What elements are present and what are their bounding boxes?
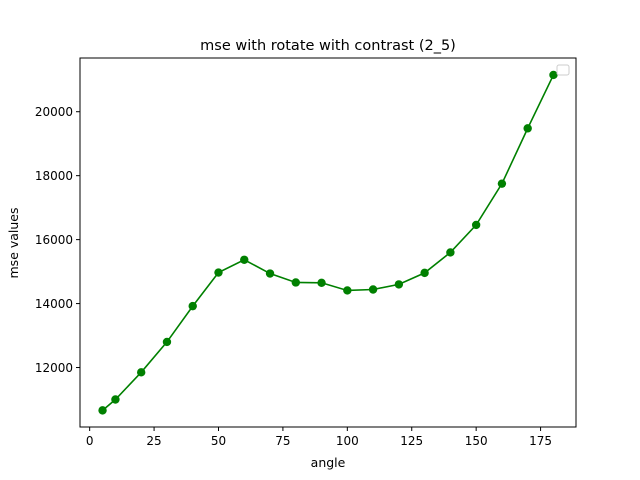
plot-layer	[98, 70, 558, 415]
x-tick-label: 150	[465, 434, 488, 448]
data-point	[98, 406, 107, 415]
data-point	[111, 395, 120, 404]
plot-frame	[79, 57, 577, 428]
data-point	[240, 255, 249, 264]
data-point	[497, 179, 507, 188]
data-point	[394, 280, 404, 289]
chart-title: mse with rotate with contrast (2_5)	[200, 38, 456, 54]
data-point	[343, 286, 352, 295]
y-tick-label: 18000	[35, 169, 73, 183]
data-point	[317, 278, 326, 287]
data-point	[446, 248, 455, 257]
data-point	[471, 220, 481, 230]
legend-box	[556, 64, 570, 76]
data-point	[188, 301, 197, 311]
data-point	[368, 285, 378, 294]
x-tick-label: 0	[86, 434, 94, 448]
x-tick-label: 75	[275, 434, 290, 448]
x-tick-label: 50	[211, 434, 226, 448]
y-axis-label: mse values	[6, 207, 21, 278]
data-point	[291, 278, 300, 287]
y-tick-label: 20000	[35, 105, 73, 119]
data-point	[549, 70, 558, 80]
x-tick-label: 100	[336, 434, 359, 448]
x-tick-label: 175	[529, 434, 552, 448]
data-point	[214, 268, 223, 277]
x-axis-label: angle	[311, 455, 346, 470]
axis-layer: 0 25 50 75 100 125 150 175 12000 14000 16000 18000 2…	[35, 105, 552, 448]
y-tick-label: 16000	[35, 233, 73, 247]
data-point	[523, 124, 532, 133]
data-point	[136, 368, 146, 377]
data-point	[265, 269, 275, 278]
data-point	[420, 268, 429, 278]
x-tick-label: 125	[400, 434, 423, 448]
data-point	[162, 337, 172, 347]
x-tick-label: 25	[146, 434, 161, 448]
y-tick-label: 14000	[35, 297, 73, 311]
y-tick-label: 12000	[35, 361, 73, 375]
